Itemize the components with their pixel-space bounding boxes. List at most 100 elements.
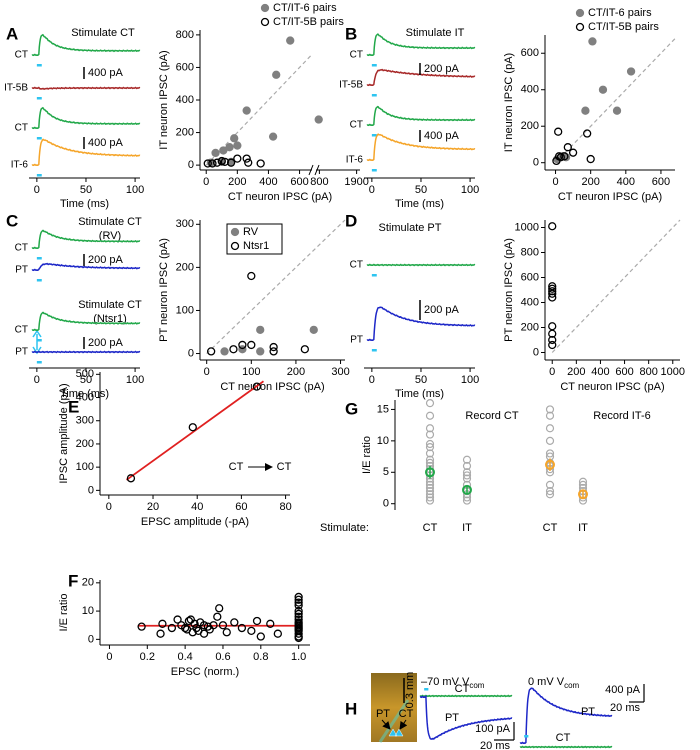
annotation: CT xyxy=(229,461,244,473)
trace xyxy=(31,350,141,354)
legend-marker xyxy=(260,17,270,27)
point xyxy=(586,154,595,164)
point xyxy=(294,601,303,610)
point xyxy=(545,436,555,445)
point xyxy=(213,612,222,621)
trace-label: IT-6 xyxy=(346,155,364,166)
x-tick-label: 0.6 xyxy=(215,651,230,663)
point xyxy=(548,340,557,350)
x-tick-label: 0 xyxy=(549,366,555,378)
point xyxy=(211,148,220,158)
point xyxy=(186,615,195,624)
stimulus xyxy=(36,279,42,282)
stimulus xyxy=(36,97,42,100)
point xyxy=(209,621,218,630)
y-tick-label: 200 xyxy=(176,126,194,138)
x-tick-label: 200 xyxy=(287,366,305,378)
stimulus xyxy=(371,169,377,172)
legend-label: CT/IT-5B pairs xyxy=(588,21,659,33)
group-label: Record CT xyxy=(465,410,518,422)
x-tick-label: 40 xyxy=(191,501,203,513)
trace-label: PT xyxy=(350,335,363,346)
stimulus xyxy=(36,361,42,364)
trace-label: CT xyxy=(15,50,28,61)
point xyxy=(548,284,557,293)
legend-label: CT/IT-6 pairs xyxy=(273,2,337,14)
point xyxy=(314,115,323,124)
trace-label: CT xyxy=(15,243,28,254)
point xyxy=(247,626,256,636)
y-tick-label: 400 xyxy=(76,391,94,403)
x-tick-label: 50 xyxy=(415,184,427,196)
x-tick-label: 600 xyxy=(652,176,670,188)
x-axis-label: Time (ms) xyxy=(60,198,109,210)
x-tick-label: 0 xyxy=(203,176,209,188)
point xyxy=(158,619,167,628)
panel-letter: B xyxy=(345,24,357,43)
y-tick-label: 1000 xyxy=(515,221,539,233)
y-axis-label: IT neuron IPSC (pA) xyxy=(503,53,515,152)
mean-marker xyxy=(578,489,588,500)
y-tick-label: 0 xyxy=(533,157,539,169)
point xyxy=(294,592,303,602)
y-tick-label: 500 xyxy=(76,368,94,380)
legend-marker xyxy=(575,8,585,18)
panel-letter: G xyxy=(345,399,358,418)
y-tick-label: 0 xyxy=(383,498,389,510)
scale-bar-label: 200 pA xyxy=(88,254,124,266)
point xyxy=(269,342,278,352)
x-tick-label: 200 xyxy=(567,366,585,378)
mean-marker xyxy=(425,467,435,478)
point xyxy=(207,347,216,356)
trace-label: CT xyxy=(350,260,363,271)
x-axis-label: CT neuron IPSC (pA) xyxy=(220,381,324,393)
y-tick-label: 0 xyxy=(88,633,94,645)
y-tick-label: 400 xyxy=(521,296,539,308)
point xyxy=(244,158,253,167)
y-tick-label: 0 xyxy=(188,159,194,171)
point xyxy=(266,619,275,628)
scale-bar-label: 200 pA xyxy=(88,337,124,349)
point xyxy=(233,154,242,163)
stimulus xyxy=(371,134,377,137)
point xyxy=(180,623,190,633)
x-axis-label: EPSC amplitude (-pA) xyxy=(141,516,249,528)
trace-label: CT xyxy=(15,325,28,336)
mean-marker xyxy=(545,459,555,470)
point xyxy=(219,146,228,155)
y-tick-label: 400 xyxy=(176,94,194,106)
stimulus xyxy=(424,688,429,691)
x-axis-label: CT neuron IPSC (pA) xyxy=(558,191,662,203)
point xyxy=(269,347,278,356)
point xyxy=(173,615,182,624)
point xyxy=(225,143,234,152)
y-axis-label: IT neuron IPSC (pA) xyxy=(158,50,170,149)
x-tick-label: 0 xyxy=(369,374,375,386)
x-tick-label: 100 xyxy=(126,184,144,196)
x-axis-label: CT neuron IPSC (pA) xyxy=(228,191,332,203)
point xyxy=(294,606,303,616)
point xyxy=(425,411,435,420)
stimulus xyxy=(36,174,42,177)
point xyxy=(309,325,318,334)
panel-letter: A xyxy=(6,24,18,43)
y-tick-label: 0 xyxy=(88,484,94,496)
point xyxy=(425,424,435,433)
point xyxy=(578,477,588,486)
x-tick-label: 0.2 xyxy=(140,651,155,663)
unity-line xyxy=(551,219,681,353)
legend-frame xyxy=(226,223,283,255)
x-tick-label: 20 xyxy=(147,501,159,513)
annotation: (RV) xyxy=(99,230,121,242)
stimulus xyxy=(36,257,42,260)
x-tick-label: 50 xyxy=(415,374,427,386)
axis-break xyxy=(308,164,320,176)
legend-label: Ntsr1 xyxy=(243,240,269,252)
x-tick-label: 400 xyxy=(591,366,609,378)
y-tick-label: 10 xyxy=(377,435,389,447)
point xyxy=(462,455,472,464)
fluorescence xyxy=(378,699,410,743)
point xyxy=(545,490,555,499)
trace-label: CT xyxy=(350,50,363,61)
trace-label: CT xyxy=(455,683,470,695)
